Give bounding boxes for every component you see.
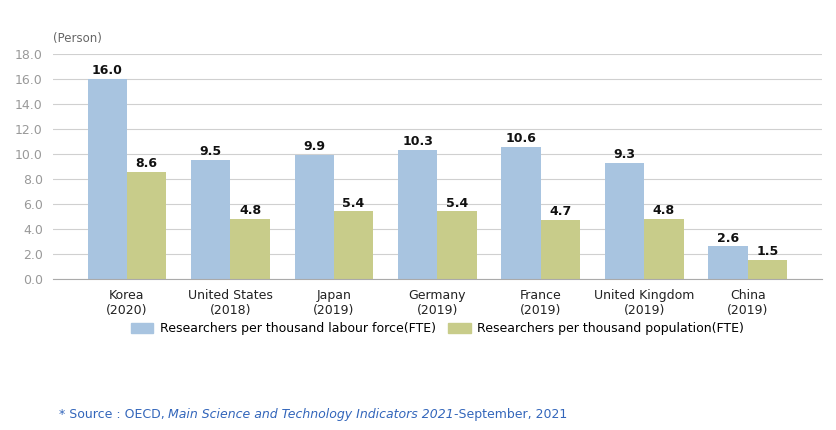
Text: * Source : OECD,: * Source : OECD, <box>59 408 168 421</box>
Text: 2.6: 2.6 <box>716 232 738 245</box>
Text: 10.6: 10.6 <box>505 132 536 144</box>
Text: 9.9: 9.9 <box>303 141 324 154</box>
Text: Main Science and Technology Indicators 2021: Main Science and Technology Indicators 2… <box>168 408 454 421</box>
Bar <box>88 79 127 279</box>
Bar <box>644 219 683 279</box>
Text: 5.4: 5.4 <box>342 197 364 209</box>
Bar <box>747 260 786 279</box>
Bar <box>334 212 373 279</box>
Text: 8.6: 8.6 <box>135 157 157 170</box>
Bar <box>604 163 644 279</box>
Legend: Researchers per thousand labour force(FTE), Researchers per thousand population(: Researchers per thousand labour force(FT… <box>125 317 748 340</box>
Bar <box>436 212 476 279</box>
Text: 4.8: 4.8 <box>238 204 261 217</box>
Text: 4.7: 4.7 <box>548 206 571 218</box>
Bar <box>540 220 579 279</box>
Text: (Person): (Person) <box>53 32 101 45</box>
Bar <box>707 246 747 279</box>
Bar <box>127 172 166 279</box>
Bar <box>294 155 334 279</box>
Bar <box>191 160 230 279</box>
Bar <box>230 219 269 279</box>
Bar <box>397 150 436 279</box>
Text: 9.5: 9.5 <box>200 145 222 158</box>
Text: 4.8: 4.8 <box>652 204 674 217</box>
Text: 16.0: 16.0 <box>92 64 123 77</box>
Text: 9.3: 9.3 <box>613 148 635 161</box>
Text: 5.4: 5.4 <box>446 197 467 209</box>
Text: 10.3: 10.3 <box>402 135 432 148</box>
Bar <box>501 147 540 279</box>
Text: 1.5: 1.5 <box>756 246 777 258</box>
Text: -September, 2021: -September, 2021 <box>454 408 567 421</box>
